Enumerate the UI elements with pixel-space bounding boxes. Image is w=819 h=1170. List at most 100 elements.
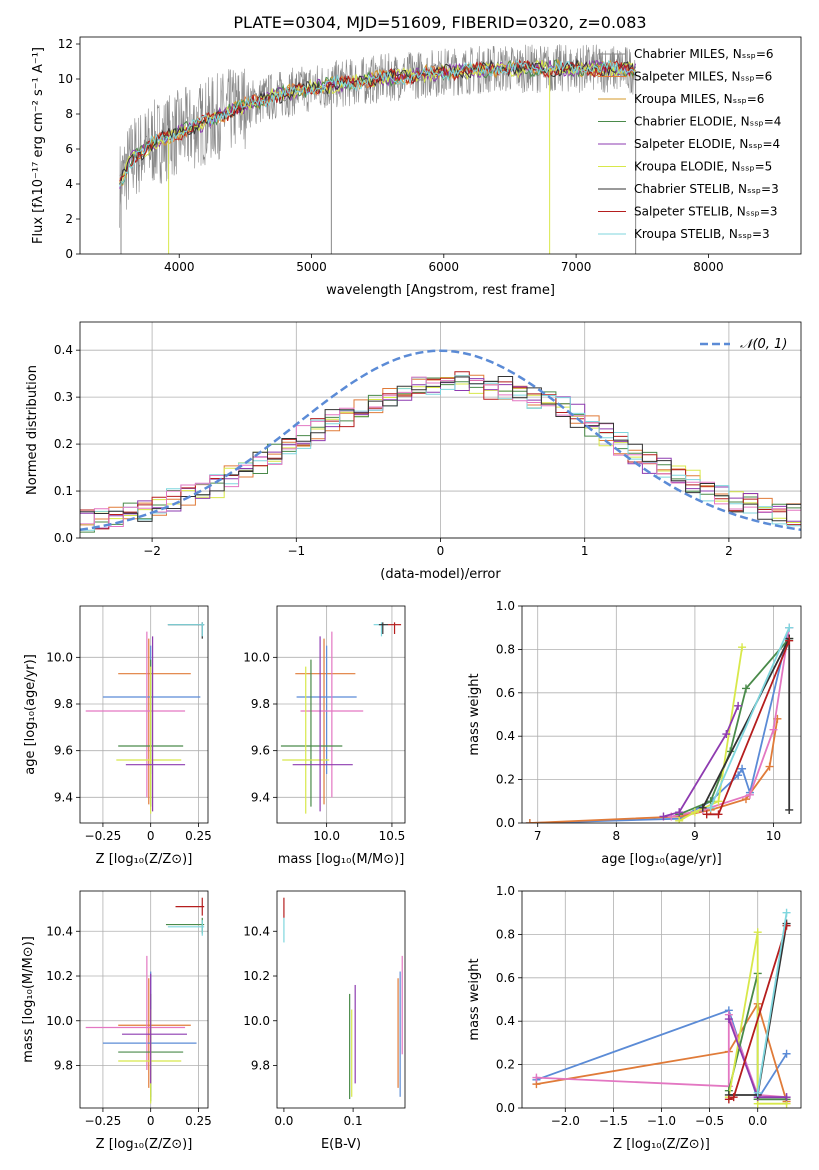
axes-mass_vs_Z: −0.25 0 0.25 9.8 10.0 10.2 10.4 Z [log₁₀(Z/Z⊙)]…: [21, 890, 212, 1152]
x-axis-label: Z [log₁₀(Z/Z⊙)]: [613, 1137, 710, 1152]
y-axis-label: Normed distribution: [25, 365, 40, 495]
plot-area: [85, 897, 205, 1104]
x-tick-label: 5000: [296, 260, 327, 274]
y-tick-label: 9.8: [54, 1058, 73, 1072]
x-tick-label: 10.0: [313, 829, 340, 843]
weight-marker: [785, 805, 794, 814]
weight-marker: [706, 803, 715, 812]
plot-area: [119, 44, 637, 254]
x-tick-label: 0.0: [748, 1114, 767, 1128]
y-tick-label: 0.2: [496, 1058, 515, 1072]
y-tick-label: 0: [65, 247, 73, 261]
weight-line: [756, 912, 788, 1093]
x-axis-label: wavelength [Angstrom, rest frame]: [326, 283, 555, 298]
legend-label: Chabrier MILES, Nₛₛₚ=6: [634, 47, 774, 61]
y-tick-label: 4: [65, 177, 73, 191]
axes-age_vs_Z: −0.25 0 0.25 9.4 9.6 9.8 10.0 Z [log₁₀(Z/Z⊙)] ag…: [23, 605, 212, 867]
weight-marker: [729, 1093, 738, 1102]
weight-marker: [769, 725, 778, 734]
weight-marker: [702, 810, 711, 819]
x-tick-label: 1: [581, 544, 589, 558]
y-tick-label: 10.0: [46, 650, 73, 664]
weight-marker: [753, 1088, 762, 1097]
weight-marker: [714, 797, 723, 806]
plot-area: [85, 622, 205, 814]
x-tick-label: 0: [147, 829, 155, 843]
y-tick-label: 0.0: [496, 1101, 515, 1115]
weight-marker: [782, 1093, 791, 1102]
x-tick-label: 8: [612, 829, 620, 843]
legend-label: Kroupa ELODIE, Nₛₛₚ=5: [634, 160, 772, 174]
histogram-series: [80, 378, 801, 529]
legend-label: Salpeter MILES, Nₛₛₚ=6: [634, 70, 772, 84]
x-tick-label: 0: [147, 1114, 155, 1128]
y-tick-label: 2: [65, 212, 73, 226]
y-axis-label: Flux [fλ10⁻¹⁷ erg cm⁻² s⁻¹ A⁻¹]: [31, 47, 46, 244]
weight-marker: [734, 771, 743, 780]
x-tick-label: 9: [691, 829, 699, 843]
y-tick-label: 10.4: [243, 924, 270, 938]
x-tick-label: 6000: [429, 260, 460, 274]
y-tick-label: 10.0: [46, 1014, 73, 1028]
y-tick-label: 1.0: [496, 599, 515, 613]
x-tick-label: 0.0: [274, 1114, 293, 1128]
legend-label: Kroupa MILES, Nₛₛₚ=6: [634, 92, 764, 106]
x-tick-label: −0.25: [85, 1114, 122, 1128]
y-tick-label: 0.6: [496, 971, 515, 985]
plot-area: [532, 908, 791, 1108]
y-tick-label: 0.4: [54, 343, 73, 357]
y-tick-label: 10.0: [243, 1014, 270, 1028]
weight-marker: [722, 730, 731, 739]
axes-frame: [79, 605, 209, 824]
axes-frame: [521, 605, 802, 824]
y-tick-label: 9.8: [251, 1058, 270, 1072]
weight-line: [663, 705, 739, 818]
y-tick-label: 1.0: [496, 884, 515, 898]
y-tick-label: 9.8: [54, 697, 73, 711]
y-tick-label: 0.6: [496, 686, 515, 700]
axes-weight_vs_age: 7 8 9 10 0.0 0.2 0.4 0.6 0.8 1.0 age [log₁₀(age/yr…: [467, 599, 802, 867]
weight-line: [536, 1001, 788, 1102]
y-tick-label: 12: [58, 37, 73, 51]
x-tick-label: 0.1: [344, 1114, 363, 1128]
weight-marker: [782, 1049, 791, 1058]
axes-frame: [79, 890, 209, 1109]
y-tick-label: 8: [65, 107, 73, 121]
weight-marker: [690, 808, 699, 817]
weight-marker: [738, 764, 747, 773]
x-axis-label: E(B-V): [321, 1137, 361, 1152]
y-tick-label: 9.6: [251, 744, 270, 758]
legend-label: Kroupa STELIB, Nₛₛₚ=3: [634, 227, 770, 241]
weight-marker: [753, 928, 762, 937]
x-tick-label: −1.0: [647, 1114, 676, 1128]
weight-marker: [675, 808, 684, 817]
x-axis-label: Z [log₁₀(Z/Z⊙)]: [96, 1137, 193, 1152]
y-tick-label: 0.2: [54, 437, 73, 451]
spectrum-model-line: [119, 59, 637, 187]
x-tick-label: 10.5: [379, 829, 406, 843]
weight-marker: [724, 1015, 733, 1024]
weight-line: [529, 718, 779, 823]
plot-area: [525, 623, 794, 823]
legend-label: Chabrier STELIB, Nₛₛₚ=3: [634, 182, 779, 196]
plot-area: [280, 622, 402, 814]
x-tick-label: 7: [534, 829, 542, 843]
y-tick-label: 6: [65, 142, 73, 156]
y-tick-label: 0.8: [496, 927, 515, 941]
axes-weight_vs_Z: −2.0 −1.5 −1.0 −0.5 0.0 0.0 0.2 0.4 0.6 0.8 1.0 Z […: [467, 884, 802, 1152]
spectrum-legend: Chabrier MILES, Nₛₛₚ=6 Salpeter MILES, Nₛ…: [598, 47, 781, 241]
y-axis-label: mass [log₁₀(M/M⊙)]: [21, 936, 36, 1063]
y-tick-label: 9.4: [54, 790, 73, 804]
histogram-series: [80, 375, 801, 531]
x-tick-label: −2: [143, 544, 161, 558]
legend-label: 𝒩(0, 1): [740, 337, 787, 352]
x-axis-label: age [log₁₀(age/yr)]: [601, 852, 722, 867]
weight-marker: [765, 762, 774, 771]
y-tick-label: 0.8: [496, 642, 515, 656]
histogram-series: [80, 376, 801, 522]
y-tick-label: 0.0: [54, 531, 73, 545]
y-tick-label: 9.4: [251, 790, 270, 804]
weight-marker: [659, 812, 668, 821]
